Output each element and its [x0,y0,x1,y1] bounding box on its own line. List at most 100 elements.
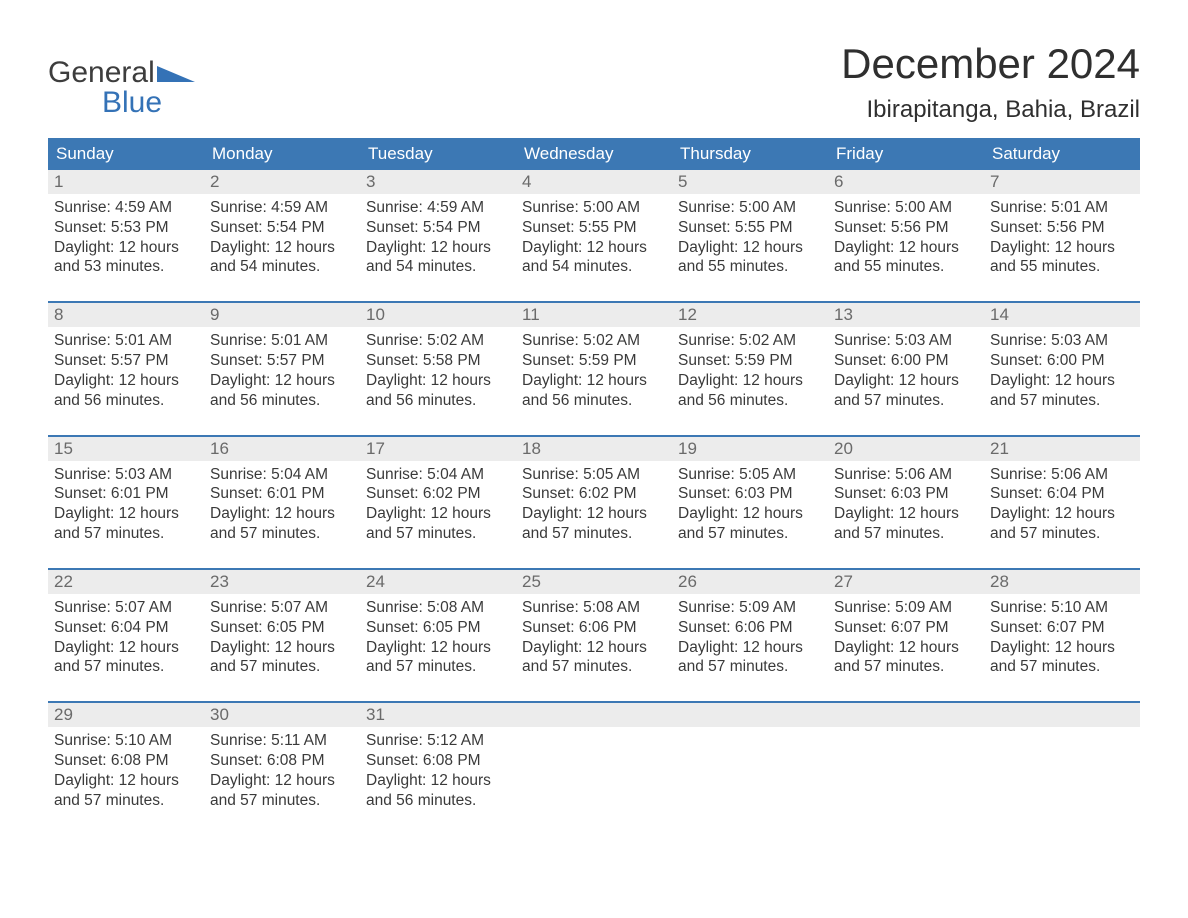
week-row: 1 Sunrise: 4:59 AM Sunset: 5:53 PM Daylight… [48,170,1140,283]
sunrise-line: Sunrise: 5:06 AM [990,465,1134,485]
daylight-line: Daylight: 12 hours and 57 minutes. [522,504,666,544]
day-number: 5 [672,170,828,194]
day-cell: 5Sunrise: 5:00 AMSunset: 5:55 PMDaylight… [672,170,828,283]
day-cell [672,703,828,816]
day-number: 1 [48,170,204,194]
day-body: Sunrise: 5:00 AMSunset: 5:55 PMDaylight:… [516,194,672,283]
day-number: 23 [204,570,360,594]
day-number: 2 [204,170,360,194]
day-cell: 14Sunrise: 5:03 AMSunset: 6:00 PMDayligh… [984,303,1140,416]
day-number: 29 [48,703,204,727]
day-body: Sunrise: 5:01 AMSunset: 5:56 PMDaylight:… [984,194,1140,283]
day-cell: 20Sunrise: 5:06 AMSunset: 6:03 PMDayligh… [828,437,984,550]
day-body: Sunrise: 5:02 AMSunset: 5:59 PMDaylight:… [672,327,828,416]
daylight-line: Daylight: 12 hours and 57 minutes. [210,638,354,678]
day-cell: 16Sunrise: 5:04 AMSunset: 6:01 PMDayligh… [204,437,360,550]
day-number: 20 [828,437,984,461]
daylight-line: Daylight: 12 hours and 55 minutes. [834,238,978,278]
daylight-line: Daylight: 12 hours and 57 minutes. [678,504,822,544]
daylight-line: Daylight: 12 hours and 57 minutes. [522,638,666,678]
day-body: Sunrise: 5:10 AMSunset: 6:08 PMDaylight:… [48,727,204,816]
sunrise-line: Sunrise: 5:03 AM [990,331,1134,351]
week-row: 22Sunrise: 5:07 AMSunset: 6:04 PMDayligh… [48,568,1140,683]
week-row: 29Sunrise: 5:10 AMSunset: 6:08 PMDayligh… [48,701,1140,816]
sunset-line: Sunset: 5:54 PM [210,218,354,238]
sunset-line: Sunset: 6:06 PM [522,618,666,638]
day-cell: 1Sunrise: 4:59 AMSunset: 5:53 PMDaylight… [48,170,204,283]
day-cell: 13Sunrise: 5:03 AMSunset: 6:00 PMDayligh… [828,303,984,416]
day-number: 25 [516,570,672,594]
day-cell: 24Sunrise: 5:08 AMSunset: 6:05 PMDayligh… [360,570,516,683]
sunrise-line: Sunrise: 5:00 AM [834,198,978,218]
day-number: 16 [204,437,360,461]
sunrise-line: Sunrise: 5:03 AM [834,331,978,351]
sunrise-line: Sunrise: 5:11 AM [210,731,354,751]
weekday-header: Sunday [48,138,204,170]
day-cell: 10Sunrise: 5:02 AMSunset: 5:58 PMDayligh… [360,303,516,416]
daylight-line: Daylight: 12 hours and 54 minutes. [522,238,666,278]
sunset-line: Sunset: 6:08 PM [366,751,510,771]
sunset-line: Sunset: 6:00 PM [990,351,1134,371]
sunrise-line: Sunrise: 5:04 AM [366,465,510,485]
sunrise-line: Sunrise: 4:59 AM [210,198,354,218]
day-number: 13 [828,303,984,327]
sunrise-line: Sunrise: 5:07 AM [54,598,198,618]
day-body: Sunrise: 5:05 AMSunset: 6:03 PMDaylight:… [672,461,828,550]
sunset-line: Sunset: 6:08 PM [54,751,198,771]
day-number: 30 [204,703,360,727]
daylight-line: Daylight: 12 hours and 54 minutes. [210,238,354,278]
day-body: Sunrise: 4:59 AMSunset: 5:54 PMDaylight:… [360,194,516,283]
day-cell: 22Sunrise: 5:07 AMSunset: 6:04 PMDayligh… [48,570,204,683]
sunrise-line: Sunrise: 5:02 AM [678,331,822,351]
day-body: Sunrise: 5:05 AMSunset: 6:02 PMDaylight:… [516,461,672,550]
day-cell: 15Sunrise: 5:03 AMSunset: 6:01 PMDayligh… [48,437,204,550]
sunrise-line: Sunrise: 5:09 AM [834,598,978,618]
sunrise-line: Sunrise: 5:05 AM [522,465,666,485]
daylight-line: Daylight: 12 hours and 57 minutes. [54,771,198,811]
daylight-line: Daylight: 12 hours and 57 minutes. [990,638,1134,678]
day-cell: 8Sunrise: 5:01 AMSunset: 5:57 PMDaylight… [48,303,204,416]
title-block: December 2024 Ibirapitanga, Bahia, Brazi… [841,40,1140,124]
day-cell: 12Sunrise: 5:02 AMSunset: 5:59 PMDayligh… [672,303,828,416]
calendar: SundayMondayTuesdayWednesdayThursdayFrid… [48,138,1140,817]
weekday-header-row: SundayMondayTuesdayWednesdayThursdayFrid… [48,138,1140,170]
day-cell: 27 Sunrise: 5:09 AMSunset: 6:07 PMDayligh… [828,570,984,683]
sunset-line: Sunset: 6:03 PM [834,484,978,504]
day-cell: 17Sunrise: 5:04 AMSunset: 6:02 PMDayligh… [360,437,516,550]
sunrise-line: Sunrise: 5:07 AM [210,598,354,618]
day-number: 8 [48,303,204,327]
sunset-line: Sunset: 6:01 PM [54,484,198,504]
sunrise-line: Sunrise: 5:01 AM [54,331,198,351]
day-number: 27 [828,570,984,594]
day-number: 31 [360,703,516,727]
sunset-line: Sunset: 5:57 PM [210,351,354,371]
daylight-line: Daylight: 12 hours and 57 minutes. [834,371,978,411]
day-cell: 26Sunrise: 5:09 AMSunset: 6:06 PMDayligh… [672,570,828,683]
location-label: Ibirapitanga, Bahia, Brazil [841,96,1140,124]
sunset-line: Sunset: 6:07 PM [834,618,978,638]
day-body: Sunrise: 5:04 AMSunset: 6:01 PMDaylight:… [204,461,360,550]
day-number: 19 [672,437,828,461]
day-body: Sunrise: 5:00 AMSunset: 5:56 PMDaylight:… [828,194,984,283]
sunrise-line: Sunrise: 5:10 AM [54,731,198,751]
daylight-line: Daylight: 12 hours and 57 minutes. [366,504,510,544]
sunrise-line: Sunrise: 5:08 AM [522,598,666,618]
day-cell: 25 Sunrise: 5:08 AMSunset: 6:06 PMDayligh… [516,570,672,683]
day-body: Sunrise: 5:03 AMSunset: 6:01 PMDaylight:… [48,461,204,550]
daylight-line: Daylight: 12 hours and 56 minutes. [210,371,354,411]
day-cell: 2 Sunrise: 4:59 AMSunset: 5:54 PMDaylight… [204,170,360,283]
sunset-line: Sunset: 5:53 PM [54,218,198,238]
daylight-line: Daylight: 12 hours and 56 minutes. [54,371,198,411]
day-number: 11 [516,303,672,327]
sunrise-line: Sunrise: 5:00 AM [678,198,822,218]
day-body: Sunrise: 5:02 AMSunset: 5:58 PMDaylight:… [360,327,516,416]
day-cell: 9Sunrise: 5:01 AMSunset: 5:57 PMDaylight… [204,303,360,416]
sunset-line: Sunset: 6:02 PM [522,484,666,504]
day-body: Sunrise: 5:06 AMSunset: 6:03 PMDaylight:… [828,461,984,550]
daylight-line: Daylight: 12 hours and 56 minutes. [522,371,666,411]
sunrise-line: Sunrise: 5:05 AM [678,465,822,485]
daylight-line: Daylight: 12 hours and 57 minutes. [834,638,978,678]
day-number: 12 [672,303,828,327]
sunrise-line: Sunrise: 5:09 AM [678,598,822,618]
day-number: 21 [984,437,1140,461]
